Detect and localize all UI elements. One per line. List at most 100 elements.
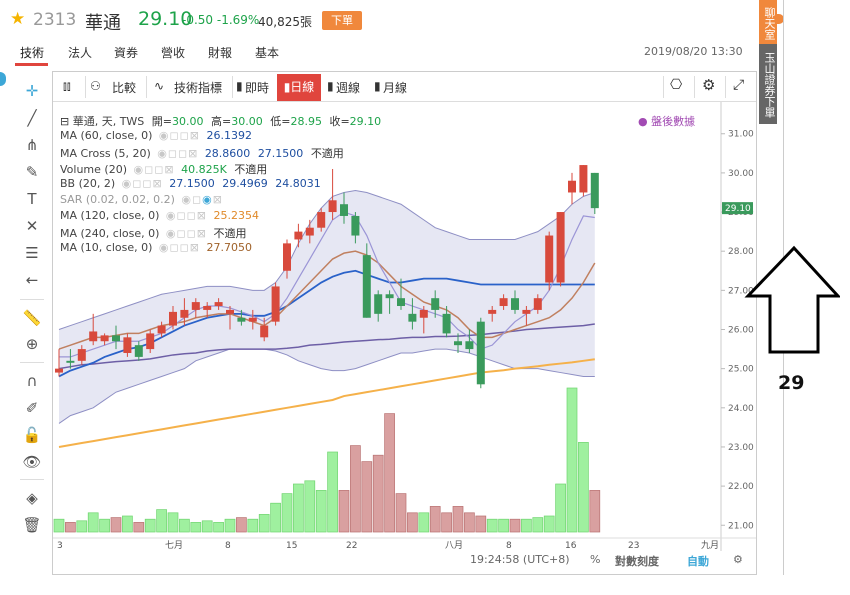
volume-bar xyxy=(236,517,247,533)
volume-bar xyxy=(395,493,407,533)
broker-order-tab[interactable]: 玉山證券下單 xyxy=(759,44,777,124)
volume-bar xyxy=(452,506,464,533)
ohlc-legend: ⊟ 華通, 天, TWS 開=30.00 高=30.00 低=28.95 收=2… xyxy=(60,113,381,129)
volume-bar xyxy=(281,493,293,533)
candle-body xyxy=(374,294,383,314)
pattern-icon[interactable]: ✕ xyxy=(25,217,39,235)
toolbar-divider xyxy=(146,76,147,98)
back-arrow-icon[interactable]: ← xyxy=(25,271,39,289)
volume-bar xyxy=(304,480,316,533)
tab-institutional[interactable]: 法人 xyxy=(68,46,93,60)
indicator-icon[interactable]: ∿ xyxy=(154,79,165,93)
trash-icon[interactable]: 🗑 xyxy=(22,516,42,534)
tab-revenue[interactable]: 營收 xyxy=(161,46,186,60)
intraday-icon: ▮ xyxy=(236,79,243,93)
intraday-button[interactable]: 即時 xyxy=(245,81,270,95)
candle-body xyxy=(134,345,143,357)
eye-icon[interactable]: 👁 xyxy=(22,453,42,471)
text-icon[interactable]: T xyxy=(27,190,37,208)
candle-body xyxy=(294,231,303,240)
legend-controls[interactable]: ◉◻◻⊠ xyxy=(158,129,200,142)
layers-icon[interactable]: ◈ xyxy=(26,489,38,507)
close-label: 收= xyxy=(329,115,350,128)
legend-controls[interactable]: ◉◻◻⊠ xyxy=(121,177,163,190)
stock-chart[interactable]: 31.0030.0029.0028.0027.0026.0025.0024.00… xyxy=(53,102,756,551)
toolbar-divider xyxy=(85,76,86,98)
y-tick-label: 30.00 xyxy=(728,169,754,179)
volume-bar xyxy=(99,518,110,533)
compare-button[interactable]: 比較 xyxy=(112,81,137,95)
fullscreen-icon[interactable]: ⤢ xyxy=(733,77,745,93)
stock-name: 華通 xyxy=(85,13,121,34)
y-tick-label: 26.00 xyxy=(728,326,754,336)
magnet-icon[interactable]: ∩ xyxy=(26,372,38,390)
bollinger-band-fill xyxy=(59,190,595,424)
up-arrow-annotation xyxy=(744,245,840,354)
legend-controls[interactable]: ◉◻◻⊠ xyxy=(133,163,175,176)
fork-icon[interactable]: ⋔ xyxy=(25,136,39,154)
camera-icon[interactable]: ⎔ xyxy=(670,77,683,93)
price-change: -0.50 -1.69% xyxy=(182,13,260,27)
trend-line-icon[interactable]: ╱ xyxy=(27,109,37,127)
toolbar-divider xyxy=(232,76,233,98)
order-button[interactable]: 下單 xyxy=(322,11,362,30)
collapse-icon[interactable]: ⊟ xyxy=(60,115,70,128)
lock-pencil-icon[interactable]: ✐ xyxy=(25,399,39,417)
tab-margin[interactable]: 資券 xyxy=(114,46,139,60)
open-label: 開= xyxy=(151,115,173,128)
candle-body xyxy=(55,368,63,373)
settings-gear-icon[interactable]: ⚙ xyxy=(702,76,716,94)
auto-scale-toggle[interactable]: 自動 xyxy=(687,555,709,568)
low-label: 低= xyxy=(270,115,291,128)
legend-controls[interactable]: ◉◻◻⊠ xyxy=(157,147,199,160)
ohlc-label: 華通, 天, TWS xyxy=(72,115,145,128)
x-tick-label: 15 xyxy=(286,541,297,551)
candle-body xyxy=(328,200,337,213)
weekly-button[interactable]: 週線 xyxy=(336,81,361,95)
quote-header: ★ 2313 華通 29.10 -0.50 -1.69% 40,825張 下單 xyxy=(0,0,760,40)
monthly-button[interactable]: 月線 xyxy=(383,81,408,95)
indicators-button[interactable]: 技術指標 xyxy=(174,81,223,95)
monthly-icon: ▮ xyxy=(374,79,381,93)
x-tick-label: 3 xyxy=(57,541,63,551)
star-icon[interactable]: ★ xyxy=(10,9,26,29)
legend-controls[interactable]: ◉◻◻⊠ xyxy=(165,209,207,222)
panel-toggle-handle[interactable] xyxy=(0,72,6,86)
candle-body xyxy=(203,306,212,310)
x-tick-label: 七月 xyxy=(165,540,183,551)
log-scale-toggle[interactable]: 對數刻度 xyxy=(615,555,659,568)
volume-bar xyxy=(475,515,487,533)
unlock-icon[interactable]: 🔓 xyxy=(22,426,42,444)
tab-technical[interactable]: 技術 xyxy=(20,46,45,60)
toolbar-divider xyxy=(20,299,44,300)
volume-bar xyxy=(293,483,304,533)
legend-controls[interactable]: ◉◻◻⊠ xyxy=(158,241,200,254)
sar-legend: SAR (0.02, 0.02, 0.2) ◉◻◉⊠ xyxy=(60,193,226,206)
compare-icon[interactable]: ⚇ xyxy=(90,79,101,93)
close-value: 29.10 xyxy=(349,115,382,128)
candle-body xyxy=(397,298,405,307)
daily-button[interactable]: ▮日線 xyxy=(277,74,321,101)
chat-room-tab[interactable]: 聊天室 xyxy=(759,0,777,44)
brush-icon[interactable]: ✎ xyxy=(25,163,39,181)
post-market-legend: ● 盤後數據 xyxy=(638,115,696,128)
status-settings-icon[interactable]: ⚙ xyxy=(733,553,743,566)
crosshair-icon[interactable]: ✛ xyxy=(25,82,39,100)
bb-label: BB (20, 2) xyxy=(60,177,116,190)
ma10-label: MA (10, close, 0) xyxy=(60,241,153,254)
tab-financials[interactable]: 財報 xyxy=(208,46,233,60)
volume-bar xyxy=(133,522,145,533)
tab-basic[interactable]: 基本 xyxy=(255,46,280,60)
legend-controls[interactable]: ◉◻◉⊠ xyxy=(181,193,223,206)
candle-body xyxy=(112,335,120,342)
candle-type-icon[interactable]: ⫾⫾ xyxy=(63,79,71,93)
ruler-icon[interactable]: 📏 xyxy=(22,309,42,327)
volume-bar xyxy=(578,442,589,533)
prediction-icon[interactable]: ☰ xyxy=(25,244,39,262)
volume-bar xyxy=(327,451,338,533)
percent-toggle[interactable]: % xyxy=(590,553,601,566)
candle-body xyxy=(511,298,519,310)
sar-label: SAR (0.02, 0.02, 0.2) xyxy=(60,193,175,206)
zoom-in-icon[interactable]: ⊕ xyxy=(25,335,39,353)
legend-controls[interactable]: ◉◻◻⊠ xyxy=(165,227,207,240)
